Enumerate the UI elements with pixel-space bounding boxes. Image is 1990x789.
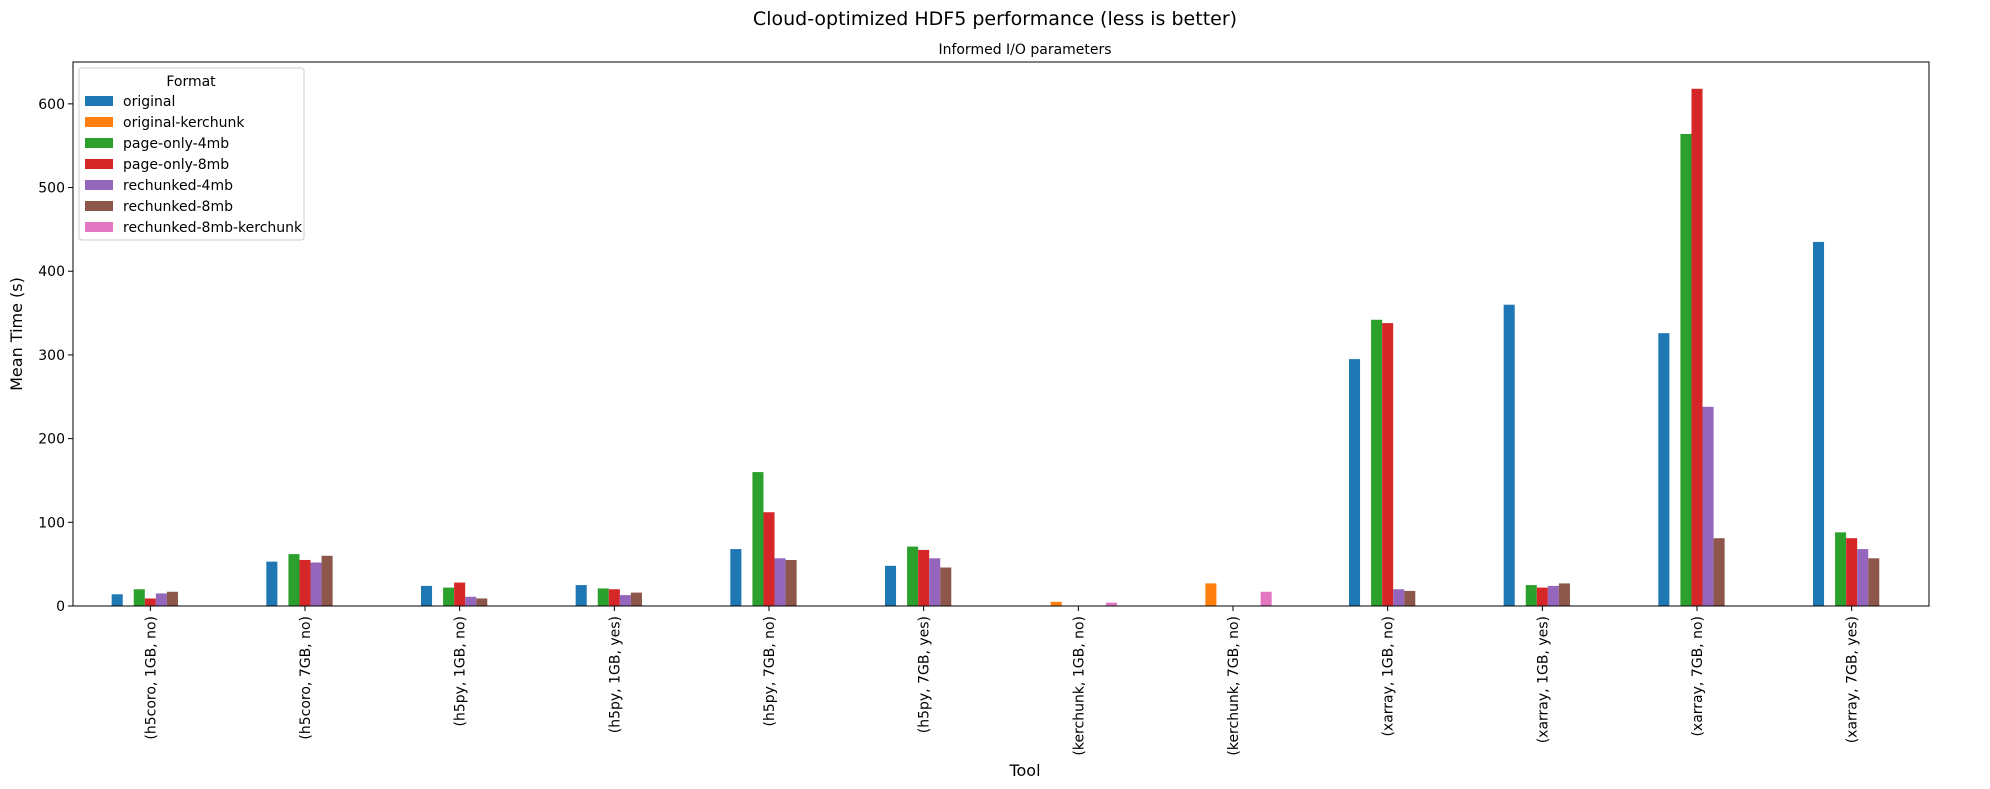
legend-entry-original-kerchunk: original-kerchunk [123, 115, 245, 131]
bar-page-only-4mb [288, 554, 300, 606]
bar-rechunked-4mb [1702, 406, 1714, 606]
bar-page-only-4mb [1680, 133, 1692, 607]
bar-rechunked-8mb-kerchunk [1105, 602, 1117, 606]
bar-page-only-8mb [299, 559, 311, 606]
bar-rechunked-8mb [940, 567, 952, 606]
bar-rechunked-8mb [1404, 590, 1416, 606]
bar-page-only-4mb [443, 587, 455, 606]
bar-original-kerchunk [1050, 601, 1062, 606]
bar-rechunked-4mb [1857, 549, 1869, 606]
bar-rechunked-8mb-kerchunk [1260, 591, 1272, 606]
legend-entry-rechunked-8mb-kerchunk: rechunked-8mb-kerchunk [123, 220, 303, 236]
bar-rechunked-4mb [774, 558, 786, 606]
bar-original [421, 585, 433, 606]
bar-rechunked-4mb [619, 595, 631, 606]
x-tick-label: (xarray, 1GB, no) [1381, 616, 1397, 737]
bar-rechunked-4mb [155, 593, 167, 606]
bar-page-only-8mb [1846, 538, 1858, 606]
x-tick-label: (h5py, 1GB, no) [453, 616, 469, 726]
legend-entry-rechunked-8mb: rechunked-8mb [123, 199, 233, 215]
x-tick-label: (kerchunk, 7GB, no) [1226, 616, 1242, 756]
bar-original [111, 594, 123, 606]
bars-layer [111, 88, 1880, 607]
bar-original [730, 549, 742, 606]
bar-rechunked-8mb [321, 555, 333, 606]
bar-original [1349, 359, 1361, 606]
bar-page-only-8mb [1536, 587, 1548, 606]
x-tick-label: (h5coro, 1GB, no) [143, 616, 159, 740]
y-tick-label: 300 [38, 348, 65, 364]
x-tick-label: (xarray, 7GB, no) [1690, 616, 1706, 737]
x-tick-label: (h5py, 7GB, yes) [917, 616, 933, 733]
x-tick-label: (kerchunk, 1GB, no) [1071, 616, 1087, 756]
x-tick-label: (xarray, 7GB, yes) [1845, 616, 1861, 743]
legend-swatch-rechunked-4mb [85, 180, 113, 190]
y-tick-label: 600 [38, 97, 65, 113]
legend-frame [78, 67, 305, 241]
bar-page-only-8mb [454, 582, 466, 606]
legend-entry-page-only-8mb: page-only-8mb [123, 157, 229, 173]
bar-rechunked-4mb [1393, 589, 1405, 606]
bar-page-only-8mb [1382, 323, 1394, 606]
bar-rechunked-4mb [465, 596, 477, 606]
bar-rechunked-8mb [166, 591, 178, 606]
legend-title: Format [166, 74, 216, 90]
legend-entry-rechunked-4mb: rechunked-4mb [123, 178, 233, 194]
bar-original [266, 561, 278, 606]
chart-subtitle: Informed I/O parameters [938, 42, 1111, 58]
x-tick-label: (xarray, 1GB, yes) [1535, 616, 1551, 743]
bar-original [1658, 333, 1670, 606]
bar-original [1503, 304, 1515, 606]
y-tick-label: 100 [38, 515, 65, 531]
legend-swatch-original [85, 96, 113, 106]
y-tick-label: 0 [56, 599, 65, 615]
bar-rechunked-8mb [1868, 558, 1880, 606]
legend: Format original original-kerchunk page-onl… [78, 67, 305, 241]
x-tick-label: (h5py, 1GB, yes) [607, 616, 623, 733]
bar-page-only-4mb [1525, 585, 1537, 606]
bar-original [885, 565, 897, 606]
bar-page-only-4mb [1371, 319, 1383, 606]
bar-original [575, 585, 587, 606]
x-axis-label: Tool [1008, 761, 1040, 780]
y-tick-label: 400 [38, 264, 65, 280]
x-tick-label: (h5coro, 7GB, no) [298, 616, 314, 740]
bar-rechunked-4mb [929, 558, 941, 606]
x-tick-label: (h5py, 7GB, no) [762, 616, 778, 726]
bar-rechunked-8mb [476, 598, 488, 606]
bar-page-only-8mb [918, 549, 930, 606]
bar-rechunked-8mb [1558, 583, 1570, 606]
x-axis: (h5coro, 1GB, no) (h5coro, 7GB, no) (h5py,… [143, 606, 1861, 756]
bar-page-only-8mb [608, 589, 620, 606]
bar-page-only-8mb [144, 598, 156, 606]
bar-page-only-8mb [1691, 88, 1703, 606]
y-axis: 0 100 200 300 400 500 600 [38, 97, 73, 615]
y-axis-label: Mean Time (s) [7, 277, 26, 391]
legend-entry-page-only-4mb: page-only-4mb [123, 136, 229, 152]
bar-rechunked-8mb [1713, 538, 1725, 606]
bar-rechunked-8mb [785, 559, 797, 606]
bar-page-only-4mb [597, 588, 609, 606]
y-tick-label: 200 [38, 432, 65, 448]
bar-page-only-4mb [752, 472, 764, 606]
legend-swatch-page-only-8mb [85, 159, 113, 169]
legend-entry-original: original [123, 94, 175, 110]
bar-page-only-8mb [763, 512, 775, 606]
legend-swatch-original-kerchunk [85, 117, 113, 127]
bar-page-only-4mb [907, 546, 919, 606]
bar-rechunked-4mb [310, 562, 322, 606]
bar-rechunked-8mb [630, 592, 642, 606]
legend-swatch-rechunked-8mb-kerchunk [85, 222, 113, 232]
plot-frame [72, 61, 1930, 607]
bar-original-kerchunk [1205, 583, 1217, 606]
bar-page-only-4mb [133, 589, 145, 606]
chart-title: Cloud-optimized HDF5 performance (less i… [753, 8, 1237, 30]
bar-original [1813, 241, 1825, 606]
legend-swatch-rechunked-8mb [85, 201, 113, 211]
bar-page-only-4mb [1835, 532, 1847, 606]
bar-rechunked-4mb [1547, 585, 1559, 606]
y-tick-label: 500 [38, 181, 65, 197]
legend-swatch-page-only-4mb [85, 138, 113, 148]
